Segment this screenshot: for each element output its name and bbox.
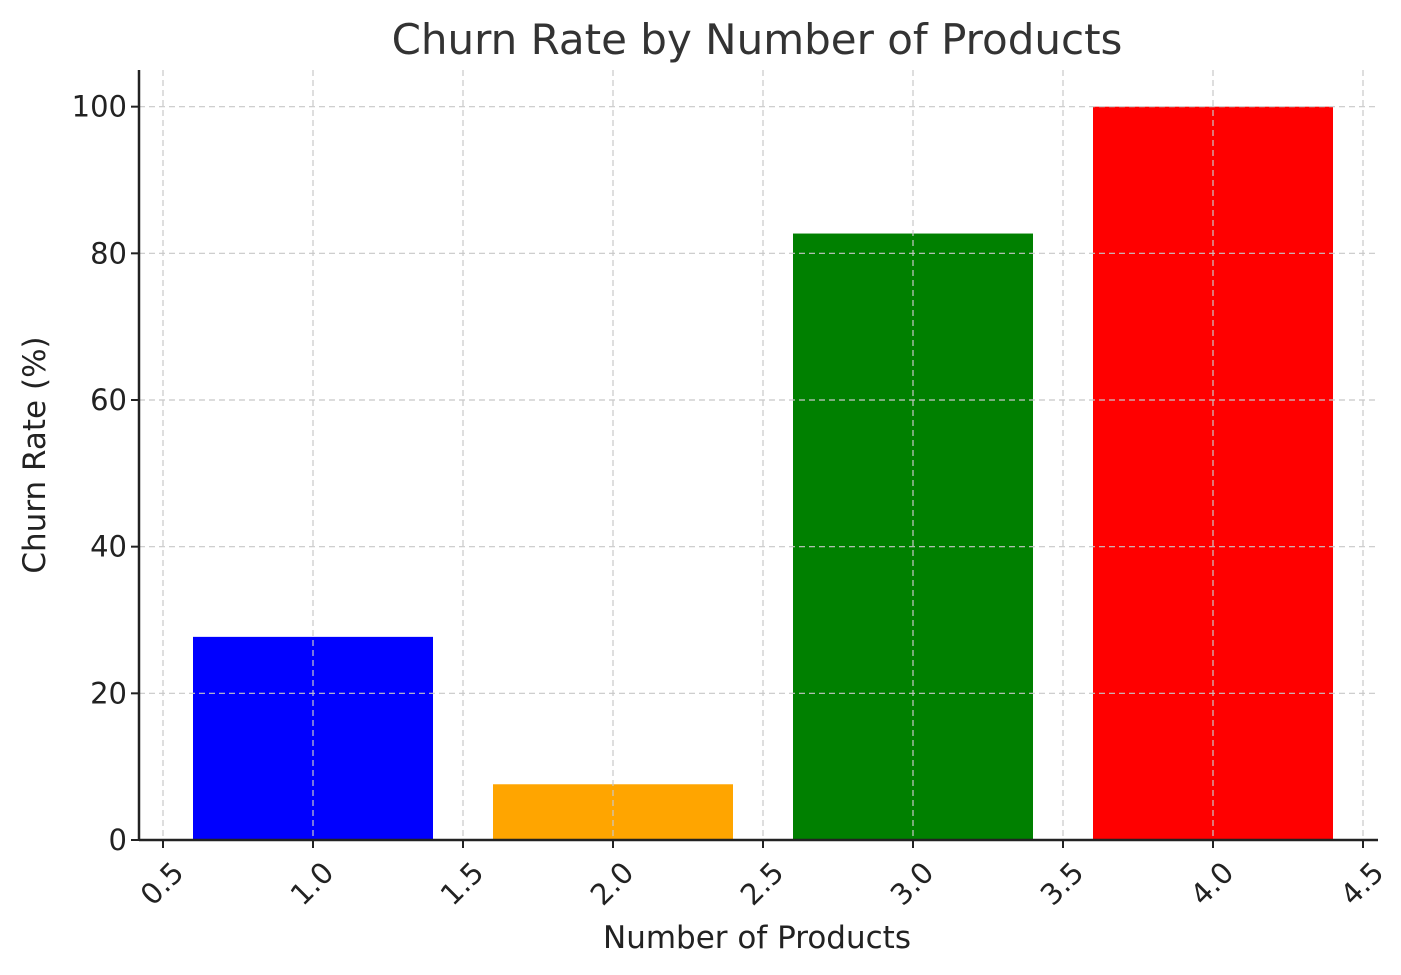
- x-tick-label: 4.0: [1184, 855, 1241, 912]
- y-axis-label: Churn Rate (%): [17, 336, 53, 573]
- y-tick-label: 60: [90, 383, 127, 417]
- bars-layer: [193, 106, 1333, 841]
- axes-layer: [137, 70, 1378, 842]
- x-tick-label: 2.0: [584, 855, 641, 912]
- grid-layer: [139, 70, 1378, 840]
- y-tick-label: 0: [109, 823, 127, 857]
- x-tick-label: 1.0: [284, 855, 341, 912]
- x-axis-label: Number of Products: [603, 920, 911, 956]
- y-tick-label: 40: [90, 530, 127, 564]
- y-tick-label: 80: [90, 236, 127, 270]
- x-tick-label: 2.5: [734, 855, 791, 912]
- chart-title: Churn Rate by Number of Products: [392, 15, 1123, 64]
- x-tick-label: 3.0: [884, 855, 941, 912]
- y-tick-label: 20: [90, 676, 127, 710]
- x-tick-label: 1.5: [434, 855, 491, 912]
- y-tick-label: 100: [72, 90, 127, 124]
- x-tick-label: 3.5: [1034, 855, 1091, 912]
- bar-1-products: [193, 636, 433, 840]
- x-tick-label: 0.5: [134, 855, 191, 912]
- x-tick-label: 4.5: [1334, 855, 1391, 912]
